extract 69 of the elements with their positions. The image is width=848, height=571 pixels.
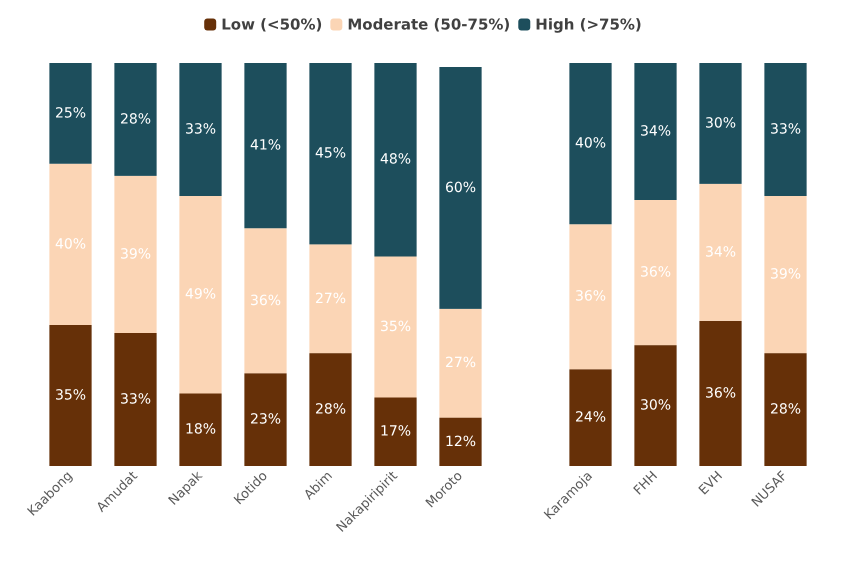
data-label: 41% <box>250 138 282 154</box>
bar <box>699 320 742 466</box>
bar <box>764 353 807 466</box>
data-label: 39% <box>120 246 152 262</box>
bar <box>49 164 92 325</box>
data-label: 36% <box>250 292 282 309</box>
data-label: 27% <box>444 355 476 372</box>
bar <box>634 63 677 200</box>
bar <box>569 63 612 224</box>
data-label: 17% <box>380 424 412 440</box>
legend-label: Low (<50%) <box>221 16 322 34</box>
bar <box>309 244 352 354</box>
data-label: 33% <box>770 121 802 138</box>
data-label: 25% <box>54 105 86 122</box>
bar <box>244 228 287 374</box>
bar <box>439 67 482 309</box>
data-label: 30% <box>640 398 672 414</box>
data-label: 60% <box>444 180 476 196</box>
bar <box>179 63 222 196</box>
data-label: 35% <box>54 387 86 404</box>
bar <box>244 63 287 228</box>
bar <box>634 345 677 466</box>
data-label: 28% <box>770 402 802 418</box>
bar <box>374 256 417 398</box>
data-label: 36% <box>640 264 672 281</box>
bar <box>49 63 92 164</box>
bar <box>309 63 352 244</box>
data-label: 36% <box>704 385 736 402</box>
data-label: 40% <box>54 236 86 252</box>
bar <box>699 63 742 184</box>
legend-label: High (>75%) <box>535 16 642 34</box>
data-label: 30% <box>704 115 736 132</box>
data-label: 35% <box>380 318 412 335</box>
bar <box>179 196 222 394</box>
bar <box>439 308 482 418</box>
data-label: 27% <box>314 290 346 307</box>
data-label: 39% <box>770 266 802 283</box>
data-label: 18% <box>184 422 216 438</box>
data-label: 33% <box>184 121 216 138</box>
data-label: 34% <box>640 124 672 140</box>
data-label: 40% <box>574 136 606 152</box>
legend-label: Moderate (50-75%) <box>347 16 510 34</box>
data-label: 49% <box>184 286 216 303</box>
data-label: 34% <box>704 244 736 260</box>
bar <box>374 63 417 256</box>
bar <box>764 196 807 354</box>
bar <box>569 369 612 466</box>
bar <box>439 418 482 466</box>
bar <box>569 224 612 370</box>
bar <box>699 184 742 321</box>
data-label: 33% <box>120 392 152 408</box>
bar <box>179 393 222 466</box>
data-label: 48% <box>380 152 412 168</box>
data-label: 24% <box>574 410 606 426</box>
bar <box>309 353 352 466</box>
data-label: 28% <box>120 111 152 128</box>
bar <box>114 333 157 466</box>
bar <box>49 324 92 466</box>
bar <box>114 63 157 176</box>
bar <box>244 373 287 466</box>
data-label: 28% <box>314 402 346 418</box>
bar <box>114 176 157 334</box>
bar <box>634 200 677 346</box>
bar <box>764 63 807 196</box>
data-label: 23% <box>250 412 282 428</box>
bar <box>374 397 417 466</box>
data-label: 45% <box>314 146 346 162</box>
data-label: 12% <box>444 434 476 450</box>
data-label: 36% <box>574 288 606 305</box>
